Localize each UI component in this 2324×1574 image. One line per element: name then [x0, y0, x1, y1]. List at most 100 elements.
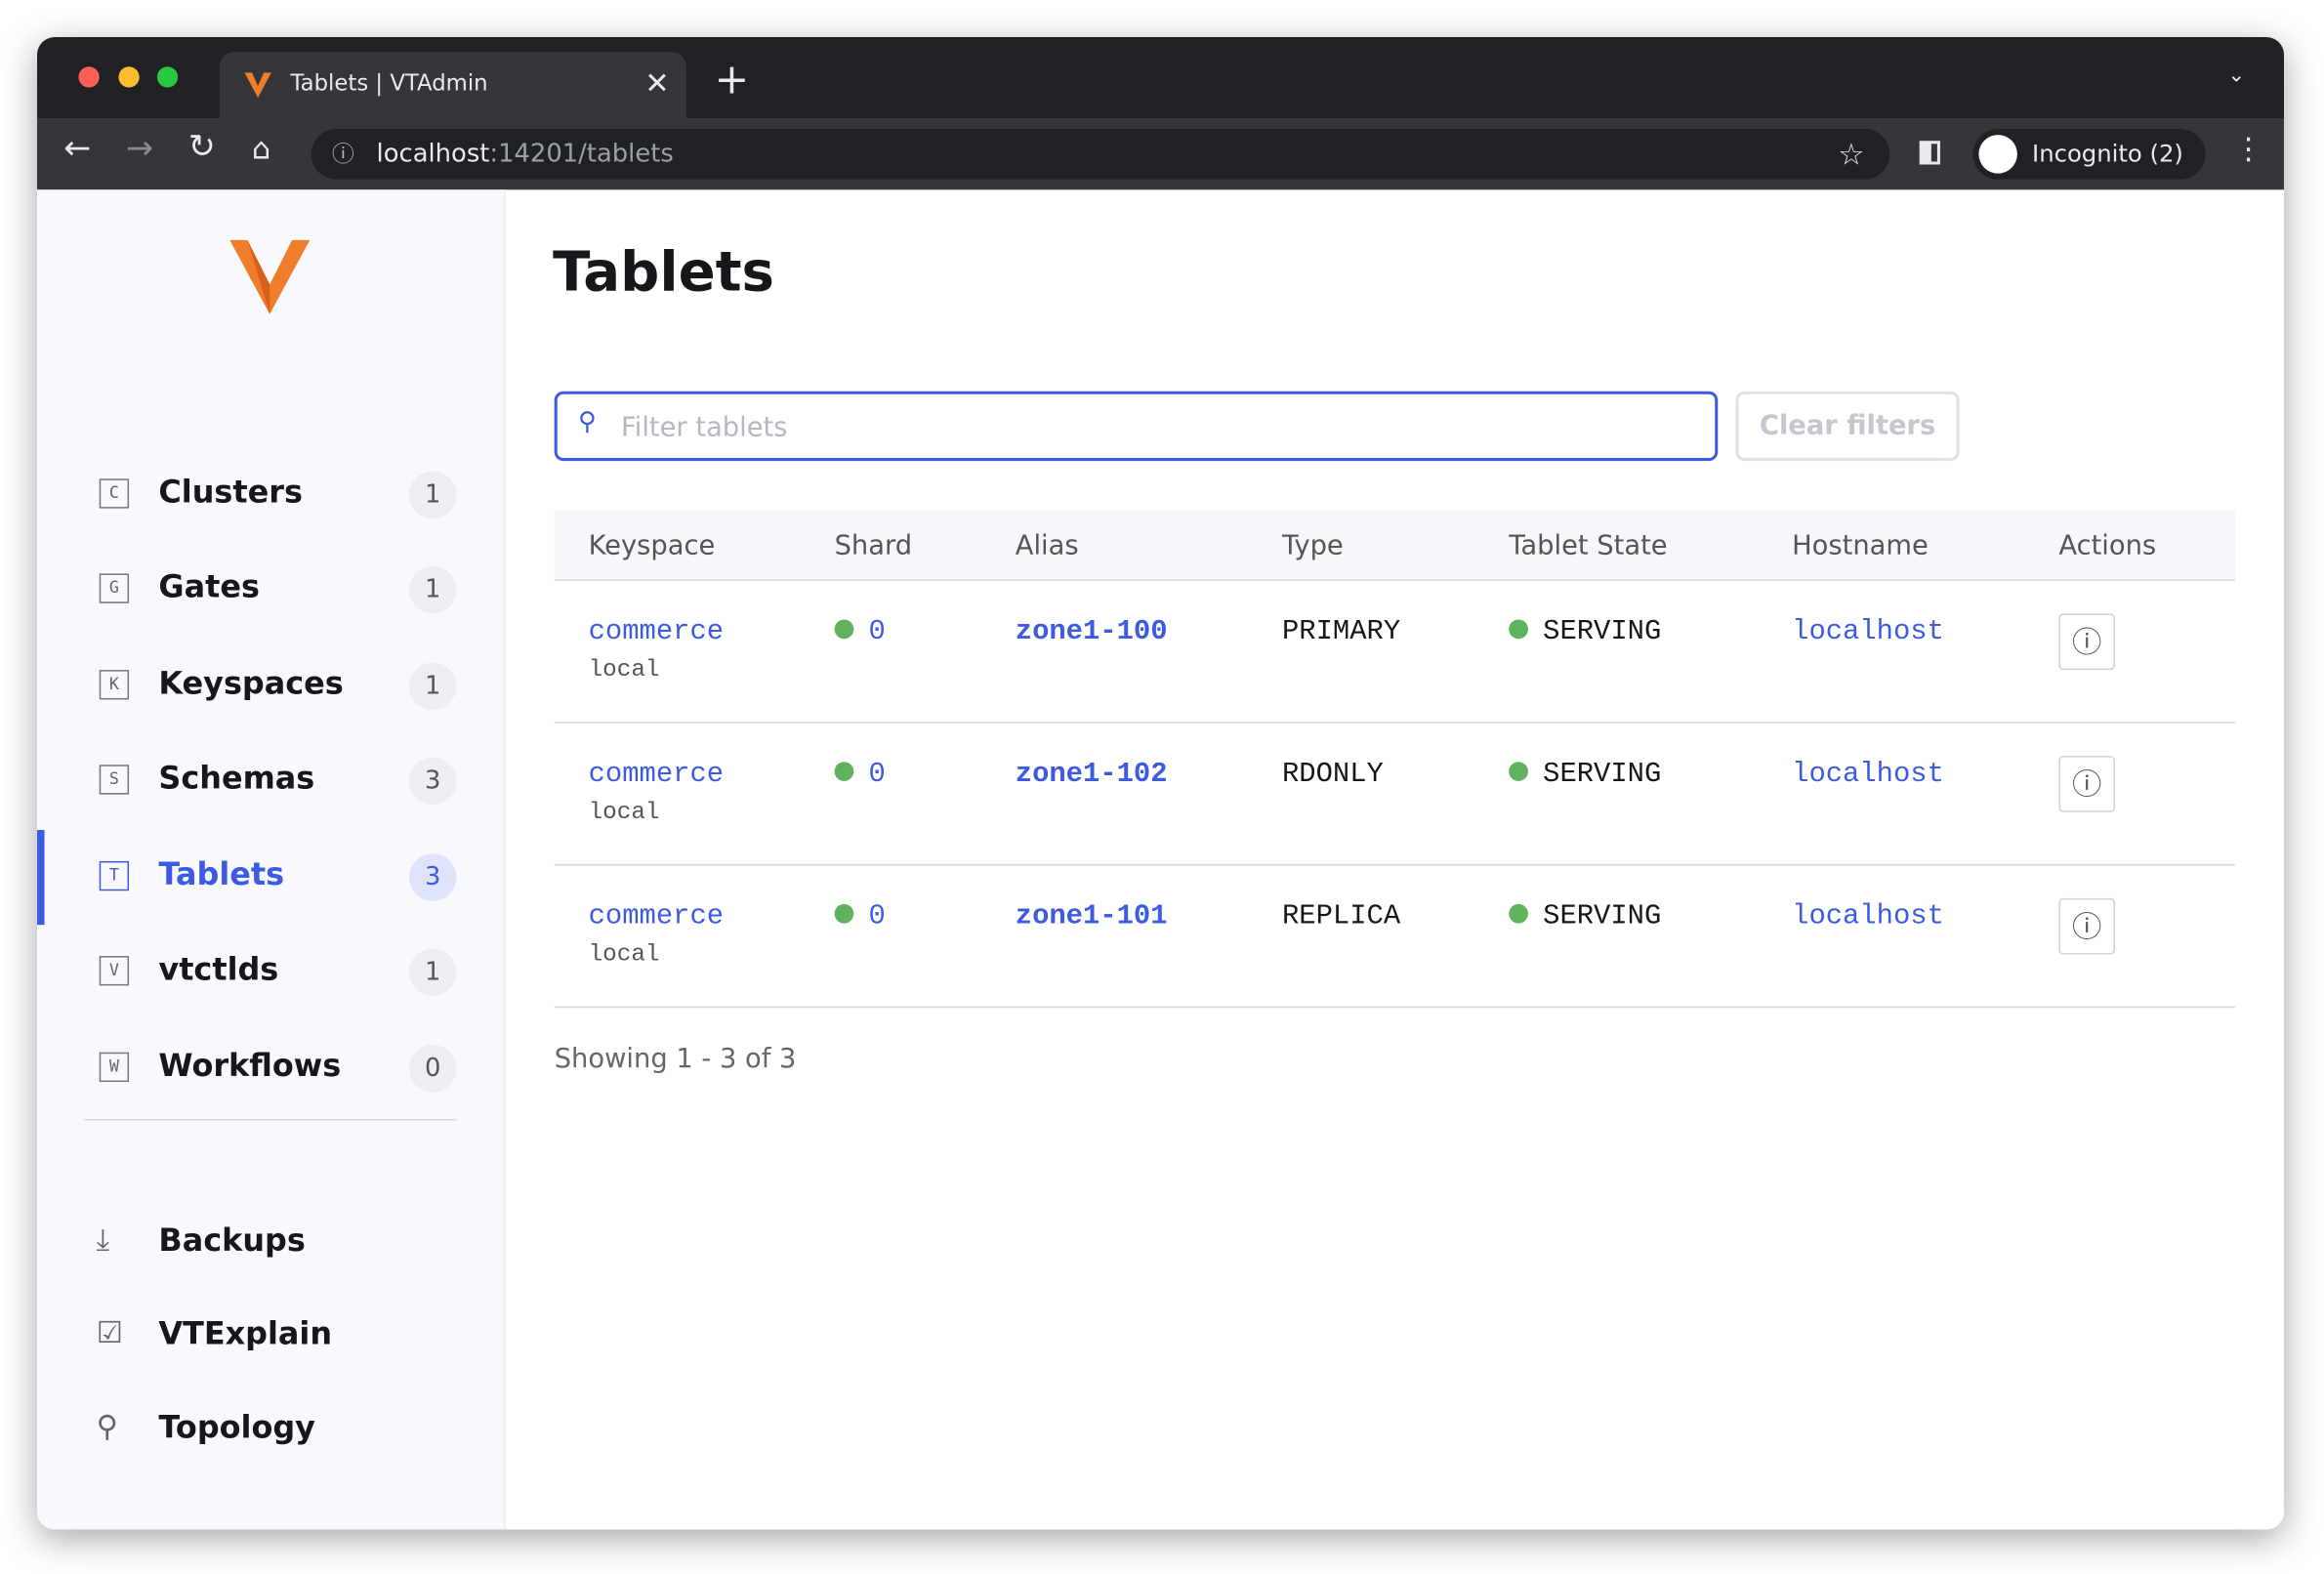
tab-title: Tablets | VTAdmin	[290, 69, 488, 97]
shard: 0	[834, 757, 886, 791]
shard: 0	[834, 614, 886, 648]
shard-link[interactable]: 0	[868, 614, 886, 648]
nav-item[interactable]: T Tablets 3	[36, 830, 504, 926]
bookmark-star[interactable]: ☆	[1838, 136, 1865, 173]
nav-item[interactable]: G Gates 1	[37, 553, 504, 627]
clear-filters-button[interactable]: Clear filters	[1735, 391, 1960, 462]
nav-count: 1	[408, 565, 457, 614]
nav-link[interactable]: ⤓ Backups	[37, 1207, 504, 1281]
nav-item[interactable]: S Schemas 3	[37, 744, 504, 818]
minimize-dot[interactable]	[118, 66, 140, 88]
table-header	[554, 510, 2235, 582]
nav-icon: S	[99, 765, 130, 795]
zoom-dot[interactable]	[156, 66, 179, 88]
side-panel-button[interactable]	[1919, 141, 1940, 165]
link-label: VTExplain	[158, 1315, 333, 1352]
search-icon: ⚲	[577, 407, 597, 437]
nav-item[interactable]: C Clusters 1	[37, 458, 504, 532]
nav-link[interactable]: ☑ VTExplain	[37, 1300, 504, 1374]
nav-label: Schemas	[158, 760, 315, 797]
filter-input[interactable]: ⚲ Filter tablets	[554, 391, 1719, 462]
table-row: commerce local 0 zone1-101 REPLICA SERVING loc…	[554, 865, 2235, 1009]
keyspace-link[interactable]: commerce	[588, 614, 725, 648]
link-icon: ☑	[96, 1314, 123, 1350]
nav-count: 3	[408, 757, 457, 806]
profile-button[interactable]: Incognito (2)	[1972, 129, 2206, 180]
table-row: commerce local 0 zone1-100 PRIMARY SERVING loc…	[554, 581, 2235, 724]
shard-status-dot	[834, 762, 854, 781]
url-path: :14201/tablets	[489, 139, 674, 170]
tab-bar: Tablets | VTAdmin ✕ + ⌄	[36, 36, 2285, 119]
toolbar: ← → ↻ ⌂ ⓘ localhost:14201/tablets ☆ Inco…	[36, 118, 2285, 190]
nav-label: Workflows	[158, 1048, 342, 1084]
nav-icon: G	[99, 573, 130, 603]
cluster-name: local	[588, 799, 660, 826]
table-row: commerce local 0 zone1-102 RDONLY SERVING loca…	[554, 724, 2235, 866]
nav-icon: W	[99, 1052, 130, 1083]
filter-placeholder: Filter tablets	[621, 411, 788, 443]
tablet-type: REPLICA	[1281, 899, 1401, 932]
nav-link[interactable]: ⚲ Topology	[37, 1393, 504, 1468]
new-tab[interactable]: +	[714, 55, 750, 104]
tablets-table: Keyspace Shard Alias Type Tablet State Hostna…	[554, 510, 2235, 1010]
tab-close[interactable]: ✕	[644, 64, 670, 102]
main: Tablets ⚲ Filter tablets Clear filters K…	[504, 189, 2284, 1529]
keyspace-link[interactable]: commerce	[588, 757, 725, 791]
url-host: localhost	[376, 139, 490, 170]
incognito-icon	[1978, 135, 2017, 174]
state-dot	[1509, 762, 1528, 781]
divider	[84, 1119, 457, 1121]
state-dot	[1509, 619, 1528, 640]
keyspace-link[interactable]: commerce	[588, 899, 725, 932]
nav-count: 3	[408, 853, 457, 901]
info-button[interactable]: ⓘ	[2058, 897, 2116, 955]
nav-item[interactable]: W Workflows 0	[37, 1031, 504, 1105]
address-bar[interactable]: ⓘ localhost:14201/tablets ☆	[311, 129, 1890, 180]
tab[interactable]: Tablets | VTAdmin ✕	[219, 52, 686, 119]
nav-label: Tablets	[158, 856, 285, 892]
nav-icon: C	[99, 478, 130, 509]
alias-link[interactable]: zone1-102	[1015, 757, 1168, 791]
state-text: SERVING	[1543, 614, 1662, 648]
column-header: Tablet State	[1509, 530, 1668, 562]
info-button[interactable]: ⓘ	[2058, 756, 2116, 812]
profile-label: Incognito (2)	[2032, 139, 2183, 168]
hostname-link[interactable]: localhost	[1792, 614, 1944, 648]
link-label: Backups	[158, 1222, 306, 1259]
column-header: Type	[1281, 530, 1344, 562]
state-text: SERVING	[1543, 899, 1662, 932]
logo	[229, 239, 311, 314]
close-dot[interactable]	[78, 66, 100, 88]
nav-label: vtctlds	[158, 951, 279, 987]
column-header: Alias	[1015, 530, 1079, 562]
nav-label: Gates	[158, 568, 260, 605]
nav-item[interactable]: K Keyspaces 1	[37, 649, 504, 724]
home-button[interactable]: ⌂	[252, 130, 271, 167]
shard-link[interactable]: 0	[868, 757, 886, 791]
column-header: Shard	[834, 530, 913, 562]
hostname-link[interactable]: localhost	[1792, 899, 1944, 932]
shard-link[interactable]: 0	[868, 899, 886, 932]
sidebar: C Clusters 1 G Gates 1 K Keyspaces 1 S Schemas 3 T Ta…	[36, 189, 506, 1530]
info-button[interactable]: ⓘ	[2058, 613, 2116, 671]
tab-menu[interactable]: ⌄	[2227, 63, 2246, 88]
cluster-name: local	[588, 940, 660, 969]
site-info[interactable]: ⓘ	[332, 141, 354, 168]
cluster-name: local	[588, 656, 660, 683]
alias-link[interactable]: zone1-100	[1015, 614, 1168, 648]
nav-label: Clusters	[158, 474, 303, 511]
tablet-state: SERVING	[1509, 758, 1661, 790]
menu-button[interactable]: ⋮	[2233, 130, 2263, 167]
nav-icon: K	[99, 670, 130, 700]
back-button[interactable]: ←	[63, 130, 92, 168]
alias-link[interactable]: zone1-101	[1015, 899, 1168, 932]
nav-count: 1	[408, 662, 457, 711]
link-label: Topology	[158, 1409, 315, 1445]
shard-status-dot	[834, 903, 854, 924]
forward-button[interactable]: →	[126, 130, 154, 168]
reload-button[interactable]: ↻	[187, 129, 216, 167]
tablet-type: RDONLY	[1281, 757, 1384, 791]
tablet-state: SERVING	[1509, 899, 1661, 932]
hostname-link[interactable]: localhost	[1792, 757, 1944, 791]
